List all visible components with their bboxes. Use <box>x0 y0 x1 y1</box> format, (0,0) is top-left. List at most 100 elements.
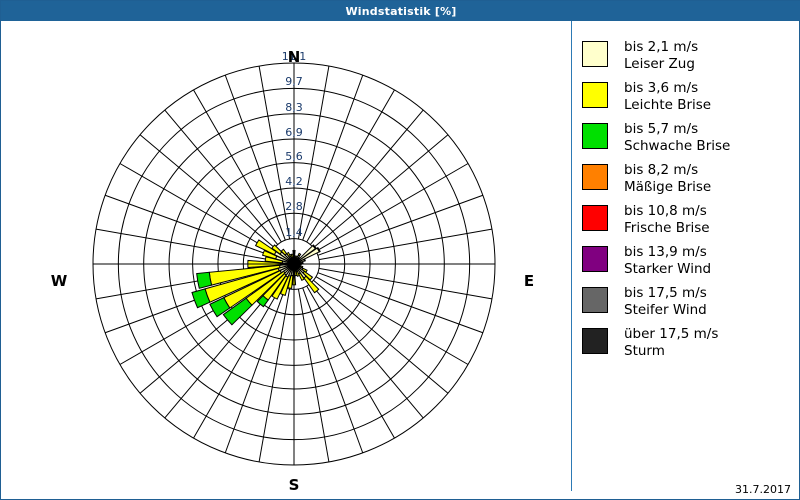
legend-beaufort-name: Steifer Wind <box>624 302 707 318</box>
legend-beaufort-name: Sturm <box>624 343 665 359</box>
wind-rose: 1,4 2,8 4,2 5,6 6,9 8,3 9,7 11,1 N S W E <box>1 21 571 494</box>
legend-color-swatch <box>582 205 608 231</box>
compass-label-north: N <box>287 48 301 66</box>
grid-spoke <box>309 283 424 419</box>
wind-petal-segment <box>297 252 302 257</box>
legend-color-swatch <box>582 328 608 354</box>
legend-speed-range: bis 17,5 m/s <box>624 285 707 301</box>
legend-beaufort-name: Starker Wind <box>624 261 712 277</box>
wind-petal-segment <box>191 288 211 309</box>
compass-label-west: W <box>50 272 68 290</box>
legend: bis 2,1 m/s Leiser Zug bis 3,6 m/s Leichte … <box>571 21 799 491</box>
legend-item: bis 2,1 m/s Leiser Zug <box>572 39 799 73</box>
legend-speed-range: bis 2,1 m/s <box>624 39 699 55</box>
legend-color-swatch <box>582 123 608 149</box>
legend-beaufort-name: Leiser Zug <box>624 56 695 72</box>
legend-item: bis 17,5 m/s Steifer Wind <box>572 285 799 319</box>
wind-petal-segment <box>301 261 304 264</box>
grid-spoke <box>139 134 275 249</box>
radial-tick-label: 6,9 <box>285 126 303 140</box>
wind-petal-segment <box>222 297 253 326</box>
legend-label: bis 5,7 m/s Schwache Brise <box>624 121 730 155</box>
grid-spoke <box>309 109 424 245</box>
grid-spoke <box>297 65 330 240</box>
grid-spoke <box>317 272 484 334</box>
wind-petal-segment <box>209 296 231 318</box>
legend-color-swatch <box>582 287 608 313</box>
legend-label: bis 8,2 m/s Mäßige Brise <box>624 162 711 196</box>
legend-beaufort-name: Leichte Brise <box>624 97 712 113</box>
legend-beaufort-name: Frische Brise <box>624 220 710 236</box>
wind-petal-segment <box>316 246 321 253</box>
wind-petals <box>191 239 321 326</box>
grid-spoke <box>306 285 395 439</box>
legend-label: bis 3,6 m/s Leichte Brise <box>624 80 711 114</box>
legend-label: bis 10,8 m/s Frische Brise <box>624 203 710 237</box>
grid-spoke <box>164 283 279 419</box>
legend-speed-range: bis 5,7 m/s <box>624 121 699 137</box>
grid-spoke <box>258 288 291 463</box>
radial-tick-label: 9,7 <box>285 75 303 89</box>
legend-beaufort-name: Mäßige Brise <box>624 179 712 195</box>
compass-label-south: S <box>288 476 300 494</box>
grid-spoke <box>302 74 364 241</box>
legend-item: über 17,5 m/s Sturm <box>572 326 799 360</box>
grid-spoke <box>224 74 286 241</box>
legend-item: bis 13,9 m/s Starker Wind <box>572 244 799 278</box>
legend-item: bis 10,8 m/s Frische Brise <box>572 203 799 237</box>
legend-item: bis 8,2 m/s Mäßige Brise <box>572 162 799 196</box>
legend-speed-range: bis 3,6 m/s <box>624 80 699 96</box>
polar-axes <box>93 63 495 465</box>
wind-petal-segment <box>312 244 317 250</box>
radial-tick-label: 4,2 <box>285 174 303 188</box>
grid-spoke <box>313 134 449 249</box>
wind-petal-segment <box>256 294 269 308</box>
legend-label: bis 13,9 m/s Starker Wind <box>624 244 711 278</box>
date-stamp: 31.7.2017 <box>735 483 791 496</box>
wind-petal-segment <box>290 253 294 259</box>
grid-spoke <box>315 163 469 252</box>
grid-spoke <box>119 163 273 252</box>
legend-beaufort-name: Schwache Brise <box>624 138 731 154</box>
grid-spoke <box>95 228 270 261</box>
legend-label: bis 17,5 m/s Steifer Wind <box>624 285 707 319</box>
grid-spoke <box>258 65 291 240</box>
compass-label-east: E <box>523 272 535 290</box>
grid-spoke <box>306 89 395 243</box>
grid-spoke <box>193 285 282 439</box>
wind-petal-segment <box>196 271 213 289</box>
grid-spoke <box>297 288 330 463</box>
grid-spoke <box>318 267 493 300</box>
legend-color-swatch <box>582 246 608 272</box>
grid-spoke <box>224 287 286 454</box>
grid-spoke <box>104 194 271 256</box>
grid-spoke <box>318 228 493 261</box>
radial-tick-label: 8,3 <box>285 100 303 114</box>
grid-spoke <box>313 279 449 394</box>
legend-item: bis 3,6 m/s Leichte Brise <box>572 80 799 114</box>
legend-speed-range: bis 10,8 m/s <box>624 203 707 219</box>
chart-canvas: 1,4 2,8 4,2 5,6 6,9 8,3 9,7 11,1 N S W E bis 2,… <box>1 21 799 499</box>
legend-label: bis 2,1 m/s Leiser Zug <box>624 39 698 73</box>
radial-tick-label: 2,8 <box>285 200 303 214</box>
grid-spoke <box>315 276 469 365</box>
legend-color-swatch <box>582 164 608 190</box>
legend-label: über 17,5 m/s Sturm <box>624 326 718 360</box>
legend-speed-range: bis 13,9 m/s <box>624 244 707 260</box>
legend-speed-range: bis 8,2 m/s <box>624 162 699 178</box>
grid-spoke <box>193 89 282 243</box>
legend-item: bis 5,7 m/s Schwache Brise <box>572 121 799 155</box>
legend-color-swatch <box>582 41 608 67</box>
radial-tick-label: 11,1 <box>281 50 307 63</box>
wind-rose-svg <box>92 62 496 466</box>
wind-petal-segment <box>303 258 306 262</box>
grid-spoke <box>302 287 364 454</box>
window-titlebar: Windstatistik [%] <box>1 1 800 21</box>
legend-color-swatch <box>582 82 608 108</box>
radial-tick-label: 1,4 <box>285 225 303 239</box>
window-title: Windstatistik [%] <box>345 4 457 18</box>
radial-tick-label: 5,6 <box>285 149 303 163</box>
legend-speed-range: über 17,5 m/s <box>624 326 719 342</box>
grid-spoke <box>164 109 279 245</box>
